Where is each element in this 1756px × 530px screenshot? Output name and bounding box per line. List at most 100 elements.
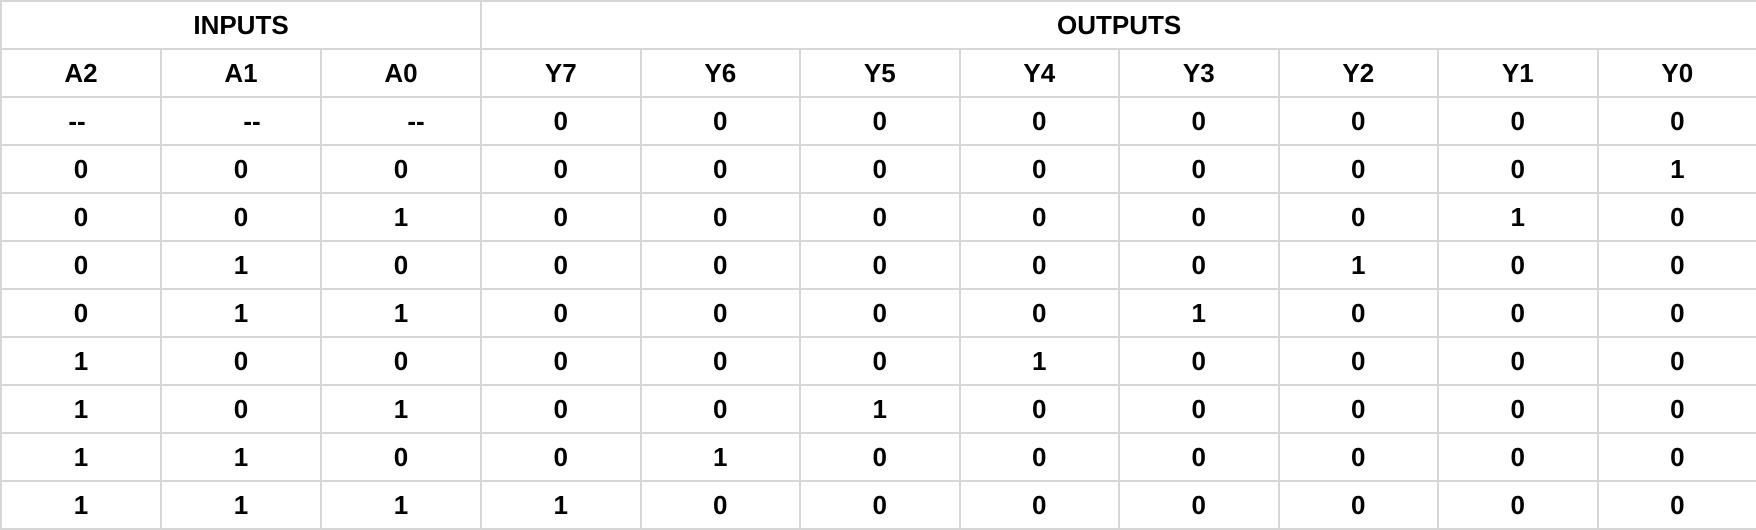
cell-a2[interactable]: 0	[0, 144, 162, 194]
cell-y2[interactable]: 0	[1277, 336, 1440, 386]
cell-y7[interactable]: 0	[480, 384, 642, 434]
cell-y2[interactable]: 0	[1277, 288, 1440, 338]
cell-y6[interactable]: 0	[639, 480, 802, 530]
cell-y1[interactable]: 0	[1437, 336, 1599, 386]
cell-y4[interactable]: 0	[958, 144, 1121, 194]
cell-y3[interactable]: 1	[1118, 288, 1280, 338]
cell-y0[interactable]: 0	[1596, 480, 1756, 530]
cell-a1[interactable]: 1	[160, 480, 322, 530]
cell-y0[interactable]: 0	[1596, 288, 1756, 338]
cell-y5[interactable]: 0	[799, 480, 961, 530]
cell-y4[interactable]: 0	[958, 192, 1121, 242]
cell-y2[interactable]: 0	[1277, 384, 1440, 434]
cell-a0[interactable]: --	[319, 96, 483, 146]
cell-y3[interactable]: 0	[1118, 384, 1280, 434]
cell-y0[interactable]: 0	[1596, 432, 1756, 482]
cell-y7[interactable]: 0	[480, 240, 642, 290]
cell-y3[interactable]: 0	[1118, 336, 1280, 386]
cell-y7[interactable]: 0	[480, 192, 642, 242]
column-header-y3[interactable]: Y3	[1118, 48, 1280, 98]
cell-a1[interactable]: 0	[160, 336, 322, 386]
column-header-y5[interactable]: Y5	[799, 48, 961, 98]
cell-a0[interactable]: 0	[319, 144, 483, 194]
cell-y6[interactable]: 0	[639, 336, 802, 386]
column-header-y1[interactable]: Y1	[1437, 48, 1599, 98]
cell-y0[interactable]: 0	[1596, 384, 1756, 434]
cell-y5[interactable]: 0	[799, 96, 961, 146]
cell-y4[interactable]: 0	[958, 288, 1121, 338]
cell-a2[interactable]: 0	[0, 192, 162, 242]
cell-y2[interactable]: 1	[1277, 240, 1440, 290]
cell-a0[interactable]: 1	[319, 480, 483, 530]
cell-y0[interactable]: 0	[1596, 240, 1756, 290]
cell-y7[interactable]: 0	[480, 336, 642, 386]
cell-y1[interactable]: 0	[1437, 144, 1599, 194]
cell-a1[interactable]: --	[160, 96, 322, 146]
cell-a2[interactable]: --	[0, 96, 162, 146]
cell-y6[interactable]: 1	[639, 432, 802, 482]
cell-y0[interactable]: 1	[1596, 144, 1756, 194]
column-header-y4[interactable]: Y4	[958, 48, 1121, 98]
cell-a1[interactable]: 1	[160, 288, 322, 338]
cell-y6[interactable]: 0	[639, 384, 802, 434]
cell-y1[interactable]: 0	[1437, 288, 1599, 338]
cell-y5[interactable]: 0	[799, 192, 961, 242]
column-header-a2[interactable]: A2	[0, 48, 162, 98]
cell-a2[interactable]: 0	[0, 288, 162, 338]
cell-y2[interactable]: 0	[1277, 432, 1440, 482]
cell-a0[interactable]: 1	[319, 384, 483, 434]
cell-y1[interactable]: 0	[1437, 480, 1599, 530]
cell-y2[interactable]: 0	[1277, 144, 1440, 194]
cell-y3[interactable]: 0	[1118, 144, 1280, 194]
cell-y1[interactable]: 0	[1437, 432, 1599, 482]
cell-a0[interactable]: 1	[319, 288, 483, 338]
outputs-group-header[interactable]: OUTPUTS	[480, 0, 1756, 50]
column-header-a1[interactable]: A1	[160, 48, 322, 98]
cell-y6[interactable]: 0	[639, 240, 802, 290]
cell-y4[interactable]: 0	[958, 480, 1121, 530]
cell-y7[interactable]: 1	[480, 480, 642, 530]
cell-y2[interactable]: 0	[1277, 96, 1440, 146]
cell-a2[interactable]: 0	[0, 240, 162, 290]
cell-y7[interactable]: 0	[480, 144, 642, 194]
cell-a0[interactable]: 0	[319, 336, 483, 386]
cell-a0[interactable]: 1	[319, 192, 483, 242]
cell-y6[interactable]: 0	[639, 96, 802, 146]
cell-y4[interactable]: 0	[958, 96, 1121, 146]
column-header-y7[interactable]: Y7	[480, 48, 642, 98]
cell-a0[interactable]: 0	[319, 240, 483, 290]
cell-a1[interactable]: 1	[160, 432, 322, 482]
cell-a0[interactable]: 0	[319, 432, 483, 482]
cell-a1[interactable]: 1	[160, 240, 322, 290]
cell-a1[interactable]: 0	[160, 144, 322, 194]
cell-y3[interactable]: 0	[1118, 240, 1280, 290]
cell-a2[interactable]: 1	[0, 432, 162, 482]
cell-y1[interactable]: 1	[1437, 192, 1599, 242]
cell-y5[interactable]: 0	[799, 240, 961, 290]
cell-y3[interactable]: 0	[1118, 192, 1280, 242]
cell-a2[interactable]: 1	[0, 336, 162, 386]
cell-y6[interactable]: 0	[639, 192, 802, 242]
cell-y4[interactable]: 0	[958, 384, 1121, 434]
cell-y0[interactable]: 0	[1596, 96, 1756, 146]
cell-y4[interactable]: 1	[958, 336, 1121, 386]
cell-y3[interactable]: 0	[1118, 432, 1280, 482]
cell-y5[interactable]: 0	[799, 144, 961, 194]
cell-y6[interactable]: 0	[639, 288, 802, 338]
cell-y2[interactable]: 0	[1277, 192, 1440, 242]
cell-y1[interactable]: 0	[1437, 240, 1599, 290]
column-header-y0[interactable]: Y0	[1596, 48, 1756, 98]
cell-y4[interactable]: 0	[958, 432, 1121, 482]
cell-y3[interactable]: 0	[1118, 96, 1280, 146]
column-header-y2[interactable]: Y2	[1277, 48, 1440, 98]
cell-y0[interactable]: 0	[1596, 192, 1756, 242]
cell-y2[interactable]: 0	[1277, 480, 1440, 530]
cell-y5[interactable]: 0	[799, 336, 961, 386]
cell-y1[interactable]: 0	[1437, 96, 1599, 146]
cell-y7[interactable]: 0	[480, 432, 642, 482]
column-header-y6[interactable]: Y6	[639, 48, 802, 98]
cell-a1[interactable]: 0	[160, 384, 322, 434]
cell-y7[interactable]: 0	[480, 288, 642, 338]
cell-y7[interactable]: 0	[480, 96, 642, 146]
cell-y1[interactable]: 0	[1437, 384, 1599, 434]
